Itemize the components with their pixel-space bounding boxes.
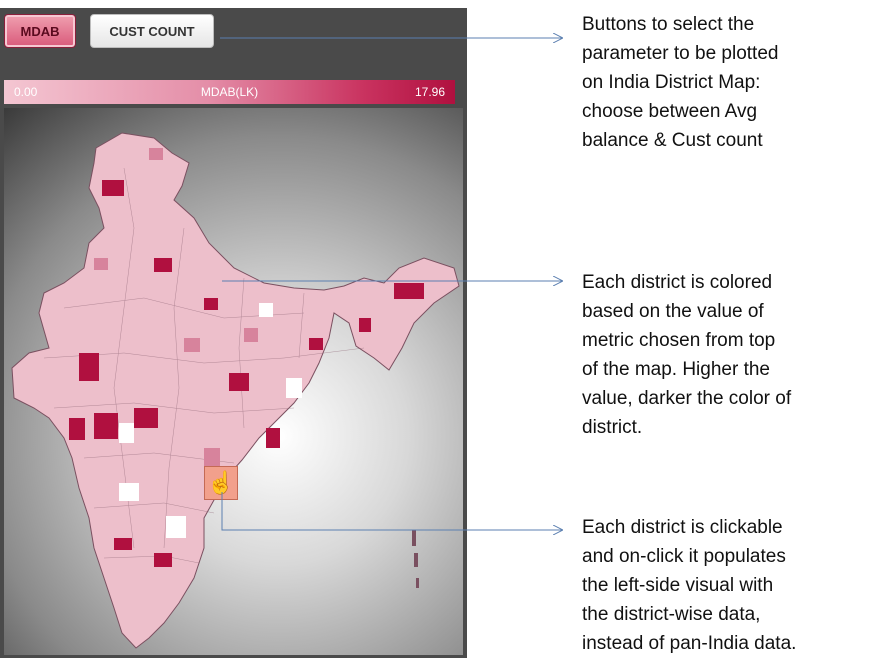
district[interactable] [166,516,186,538]
district[interactable] [154,258,172,272]
annotation-line: Each district is colored [582,272,773,293]
legend-title: MDAB(LK) [200,85,259,99]
dashboard-panel: MDAB CUST COUNT 0.00 MDAB(LK) 17.96 [0,8,467,658]
connector-click [221,492,562,530]
annotation-line: the left-side visual with [582,575,774,596]
district[interactable] [184,338,200,352]
color-legend: 0.00 MDAB(LK) 17.96 [4,80,455,104]
annotation-line: district. [582,417,643,438]
annotation-line: balance & Cust count [582,130,763,151]
india-map-svg [11,132,460,649]
annotation-line: on India District Map: [582,72,761,93]
district[interactable] [309,338,323,350]
annotation-line: the district-wise data, [582,604,761,625]
district[interactable] [244,328,258,342]
annotation-line: choose between Avg [582,101,758,122]
district[interactable] [94,258,108,270]
cust-count-button[interactable]: CUST COUNT [90,14,214,48]
district-highlights [69,148,424,567]
annotation-line: based on the value of [582,301,764,322]
mdab-button[interactable]: MDAB [4,14,76,48]
district[interactable] [229,373,249,391]
legend-min: 0.00 [14,85,38,99]
district[interactable] [119,423,134,443]
annotation-line: metric chosen from top [582,330,776,351]
annotation-line: of the map. Higher the [582,359,770,380]
legend-max: 17.96 [414,85,445,99]
annotation-click: Each district is clickable and on-click … [582,513,796,658]
district[interactable] [119,483,139,501]
district[interactable] [204,298,218,310]
annotation-line: parameter to be plotted [582,43,779,64]
india-district-map[interactable]: ☝ [4,108,463,655]
annotation-line: Each district is clickable [582,517,783,538]
district[interactable] [394,283,424,299]
district[interactable] [204,448,220,466]
district[interactable] [286,378,302,398]
district[interactable] [134,408,158,428]
andaman-islands[interactable] [412,530,419,588]
district[interactable] [94,413,118,439]
district[interactable] [69,418,85,440]
district[interactable] [359,318,371,332]
district[interactable] [102,180,124,196]
district[interactable] [79,353,99,381]
annotation-colors: Each district is colored based on the va… [582,268,791,442]
annotation-line: value, darker the color of [582,388,792,409]
annotation-line: Buttons to select the [582,14,755,35]
annotation-line: and on-click it populates [582,546,786,567]
district[interactable] [154,553,172,567]
district[interactable] [114,538,132,550]
hand-pointer-icon: ☝ [204,466,238,500]
district[interactable] [149,148,163,160]
annotation-line: instead of pan-India data. [582,633,797,654]
district[interactable] [266,428,280,448]
annotation-buttons: Buttons to select the parameter to be pl… [582,10,778,155]
district[interactable] [259,303,273,317]
